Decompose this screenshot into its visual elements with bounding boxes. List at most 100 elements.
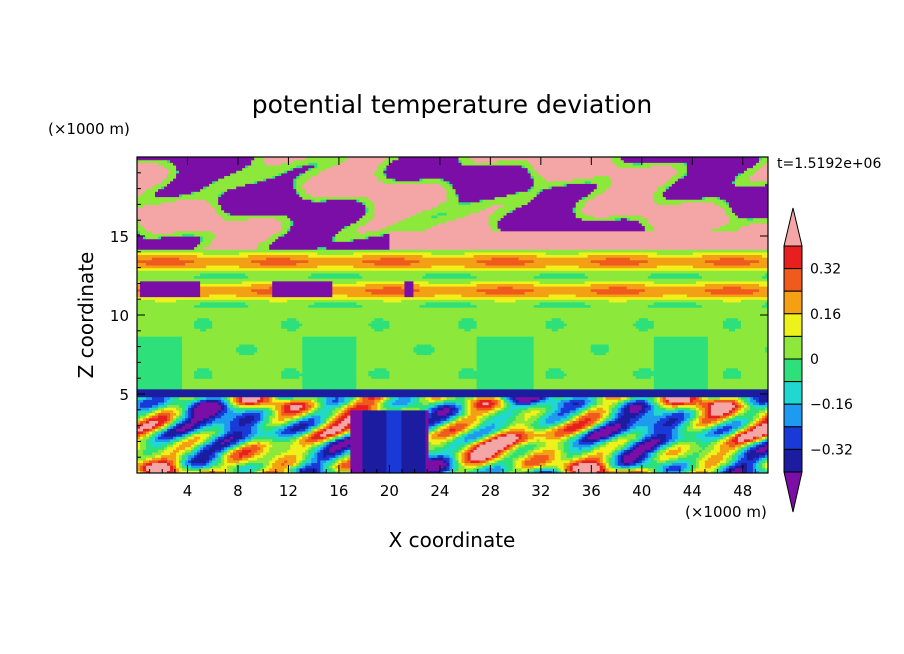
contour-cell [191,433,195,437]
contour-cell [641,214,730,219]
contour-cell [161,201,210,205]
contour-cell [518,454,526,458]
contour-cell [230,454,240,458]
contour-cell [656,201,682,205]
contour-cell [203,236,216,240]
contour-cell [620,157,760,161]
contour-cell [470,422,478,427]
contour-cell [431,214,439,219]
contour-cell [503,451,508,456]
contour-cell [401,422,427,427]
contour-cell [437,404,445,408]
contour-cell [629,404,643,408]
contour-cell [746,401,751,406]
contour-cell [533,167,676,171]
contour-cell [461,404,466,408]
contour-cell [593,396,598,400]
contour-cell [569,412,574,416]
contour-cell [305,459,312,464]
contour-cell [365,207,369,211]
contour-cell [605,441,610,445]
contour-cell [605,417,610,421]
contour-cell [572,422,586,427]
contour-cell [302,454,306,458]
contour-cell [671,430,679,435]
contour-cell [443,407,451,411]
contour-cell [269,449,288,453]
contour-cell [455,451,460,456]
contour-cell [500,425,508,429]
contour-cell [452,417,457,421]
contour-cell [566,183,598,187]
contour-cell [497,451,502,456]
contour-cell [668,441,673,445]
contour-cell [707,428,712,432]
contour-cell [389,233,768,237]
contour-cell [533,372,547,377]
contour-cell [476,407,493,411]
contour-cell [470,272,541,277]
contour-cell [461,159,475,163]
contour-cell [446,441,454,445]
contour-cell [308,449,315,453]
contour-cell [740,451,745,456]
contour-cell [599,425,604,429]
contour-cell [608,412,613,416]
contour-cell [728,467,736,471]
contour-cell [476,338,535,342]
contour-cell [485,462,493,466]
contour-cell [137,346,183,350]
contour-cell [419,288,478,292]
contour-cell [263,422,267,427]
contour-cell [704,283,760,287]
contour-cell [683,172,688,177]
contour-field [137,157,768,473]
contour-cell [332,417,336,421]
contour-cell [461,433,466,437]
contour-cell [608,422,616,427]
contour-cell [653,336,709,340]
contour-cell [749,399,757,403]
contour-cell [527,201,577,205]
contour-cell [161,422,165,427]
contour-cell [386,415,403,419]
contour-cell [251,259,309,263]
contour-cell [449,180,535,184]
contour-cell [188,417,192,421]
contour-cell [569,438,577,442]
contour-cell [137,299,156,303]
contour-cell [386,225,433,229]
contour-cell [521,433,529,437]
contour-cell [176,446,186,450]
contour-cell [695,470,709,473]
contour-cell [434,420,442,424]
contour-cell [560,449,565,453]
contour-cell [170,401,186,406]
contour-cell [167,457,177,461]
contour-cell [497,459,514,464]
contour-cell [635,399,646,403]
contour-cell [524,451,532,456]
contour-cell [539,422,553,427]
contour-cell [386,467,403,471]
contour-cell [230,449,234,453]
contour-cell [167,167,177,171]
contour-cell [584,401,589,406]
contour-cell [191,449,195,453]
contour-cell [599,444,607,448]
contour-cell [431,430,436,435]
contour-cell [656,396,661,400]
x-axis-label: X coordinate [389,528,516,552]
contour-cell [734,183,766,187]
contour-cell [449,407,457,411]
contour-cell [239,399,243,403]
contour-cell [146,441,150,445]
contour-cell [218,193,222,198]
contour-cell [431,343,478,348]
contour-cell [731,433,736,437]
contour-cell [200,283,252,287]
contour-cell [765,417,768,421]
contour-cell [356,220,369,224]
contour-cell [635,433,643,437]
contour-cell [458,193,508,198]
